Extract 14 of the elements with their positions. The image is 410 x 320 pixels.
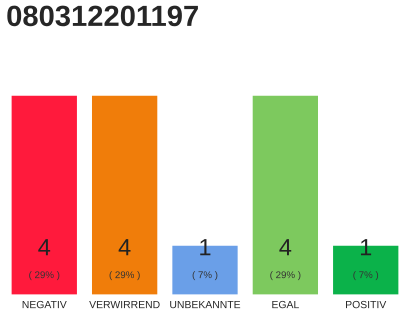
annotation: ( 29% ) <box>110 271 140 280</box>
annotation: ( 7% ) <box>192 271 218 280</box>
x-tick-label: VERWIRREND <box>89 300 160 308</box>
x-tick-label: UNBEKANNTE <box>170 300 240 308</box>
annotation: ( 7% ) <box>353 271 378 280</box>
annotation: ( 29% ) <box>270 271 300 280</box>
x-tick-label: NEGATIV <box>22 300 67 308</box>
data-label: 4 <box>118 239 131 256</box>
chart-title: 080312201197 <box>7 6 198 26</box>
data-label: 4 <box>38 239 50 256</box>
x-tick-label: POSITIV <box>346 300 386 308</box>
data-label: 4 <box>279 239 292 256</box>
annotation: ( 29% ) <box>29 271 60 280</box>
x-tick-label: EGAL <box>272 300 299 308</box>
